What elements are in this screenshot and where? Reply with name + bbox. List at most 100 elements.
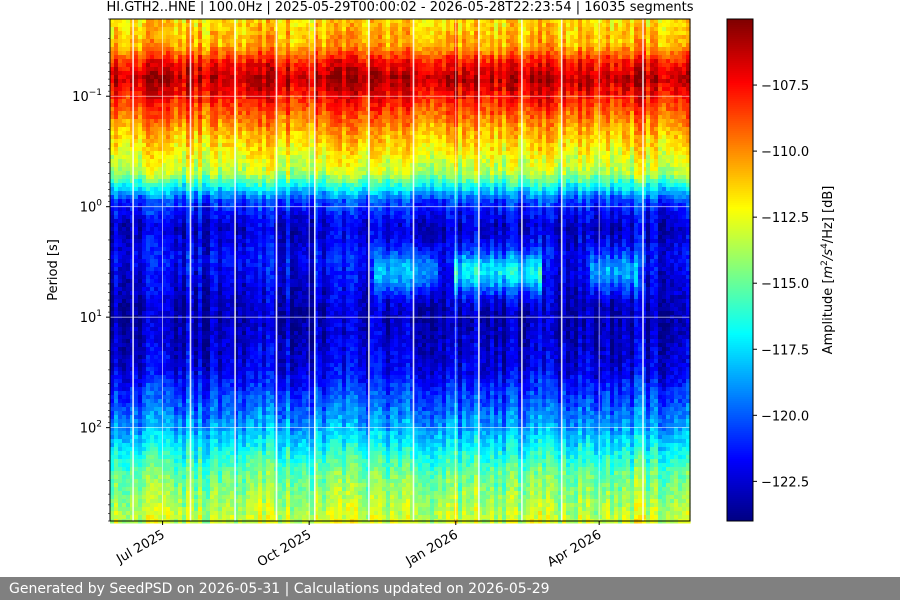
heatmap-cell: [142, 371, 147, 376]
heatmap-cell: [162, 163, 167, 168]
heatmap-cell: [230, 447, 235, 452]
heatmap-cell: [266, 159, 271, 164]
heatmap-cell: [122, 115, 127, 120]
heatmap-cell: [218, 167, 223, 172]
heatmap-cell: [254, 191, 259, 196]
heatmap-cell: [230, 379, 235, 384]
heatmap-cell: [186, 439, 191, 444]
heatmap-cell: [258, 35, 263, 40]
heatmap-cell: [146, 23, 151, 28]
heatmap-cell: [178, 331, 183, 336]
heatmap-cell: [202, 343, 207, 348]
heatmap-cell: [178, 303, 183, 308]
heatmap-cell: [182, 63, 187, 68]
heatmap-cell: [226, 331, 231, 336]
heatmap-cell: [238, 119, 243, 124]
heatmap-cell: [170, 435, 175, 440]
heatmap-cell: [150, 171, 155, 176]
heatmap-cell: [122, 419, 127, 424]
heatmap-cell: [242, 79, 247, 84]
heatmap-cell: [226, 199, 231, 204]
heatmap-cell: [170, 459, 175, 464]
heatmap-cell: [254, 59, 259, 64]
heatmap-cell: [210, 31, 215, 36]
heatmap-cell: [194, 303, 199, 308]
heatmap-cell: [186, 75, 191, 80]
heatmap-cell: [142, 51, 147, 56]
heatmap-cell: [194, 455, 199, 460]
heatmap-cell: [206, 383, 211, 388]
heatmap-cell: [146, 63, 151, 68]
heatmap-cell: [246, 183, 251, 188]
heatmap-cell: [154, 463, 159, 468]
heatmap-cell: [226, 263, 231, 268]
heatmap-cell: [190, 427, 195, 432]
heatmap-cell: [214, 215, 219, 220]
heatmap-cell: [110, 343, 115, 348]
heatmap-cell: [114, 111, 119, 116]
heatmap-cell: [174, 411, 179, 416]
heatmap-cell: [170, 223, 175, 228]
heatmap-cell: [110, 155, 115, 160]
heatmap-cell: [126, 183, 131, 188]
heatmap-cell: [110, 499, 115, 504]
heatmap-cell: [154, 339, 159, 344]
heatmap-cell: [138, 343, 143, 348]
heatmap-cell: [178, 503, 183, 508]
heatmap-cell: [166, 399, 171, 404]
heatmap-cell: [146, 431, 151, 436]
heatmap-cell: [154, 75, 159, 80]
heatmap-cell: [234, 211, 239, 216]
heatmap-cell: [206, 123, 211, 128]
heatmap-cell: [234, 23, 239, 28]
heatmap-cell: [150, 367, 155, 372]
heatmap-cell: [170, 207, 175, 212]
heatmap-cell: [146, 55, 151, 60]
heatmap-cell: [254, 99, 259, 104]
heatmap-cell: [210, 135, 215, 140]
heatmap-cell: [222, 243, 227, 248]
heatmap-cell: [254, 35, 259, 40]
heatmap-cell: [126, 279, 131, 284]
heatmap-cell: [142, 459, 147, 464]
heatmap-cell: [150, 215, 155, 220]
heatmap-cell: [262, 199, 267, 204]
heatmap-cell: [178, 223, 183, 228]
heatmap-cell: [182, 459, 187, 464]
heatmap-cell: [206, 207, 211, 212]
heatmap-cell: [190, 103, 195, 108]
heatmap-cell: [110, 307, 115, 312]
heatmap-cell: [214, 367, 219, 372]
heatmap-cell: [226, 83, 231, 88]
heatmap-cell: [234, 411, 239, 416]
heatmap-cell: [138, 391, 143, 396]
heatmap-cell: [170, 483, 175, 488]
heatmap-cell: [146, 131, 151, 136]
heatmap-cell: [182, 443, 187, 448]
heatmap-cell: [238, 451, 243, 456]
heatmap-cell: [134, 283, 139, 288]
heatmap-cell: [182, 39, 187, 44]
heatmap-cell: [186, 483, 191, 488]
heatmap-cell: [158, 443, 163, 448]
heatmap-cell: [170, 263, 175, 268]
heatmap-cell: [198, 275, 203, 280]
heatmap-cell: [110, 459, 115, 464]
heatmap-cell: [162, 279, 167, 284]
heatmap-cell: [142, 439, 147, 444]
heatmap-cell: [118, 495, 123, 500]
heatmap-cell: [190, 343, 195, 348]
heatmap-cell: [138, 227, 143, 232]
heatmap-cell: [182, 307, 187, 312]
heatmap-cell: [226, 107, 231, 112]
heatmap-cell: [226, 259, 231, 264]
heatmap-cell: [134, 467, 139, 472]
heatmap-cell: [174, 103, 179, 108]
heatmap-cell: [154, 123, 159, 128]
heatmap-cell: [122, 231, 127, 236]
heatmap-cell: [122, 55, 127, 60]
heatmap-cell: [254, 451, 259, 456]
heatmap-cell: [230, 259, 235, 264]
heatmap-cell: [142, 199, 147, 204]
heatmap-cell: [190, 203, 195, 208]
